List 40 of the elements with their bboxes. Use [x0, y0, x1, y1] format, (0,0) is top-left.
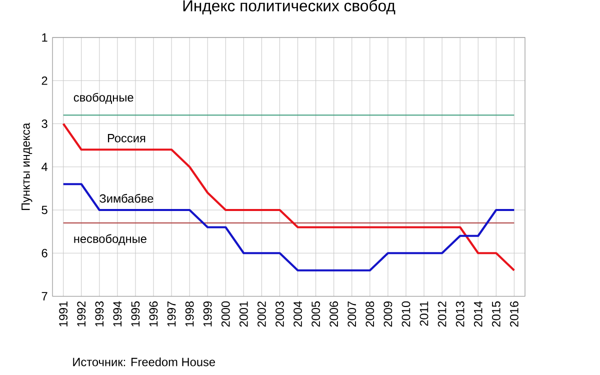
ref-line-label: свободные [74, 92, 134, 104]
x-tick-label: 2006 [330, 301, 338, 327]
y-tick-label: 1 [42, 33, 48, 42]
x-tick-label: 1995 [131, 301, 140, 326]
x-tick-label: 1993 [95, 301, 104, 326]
x-tick-label: 1992 [77, 302, 86, 326]
y-tick-label: 3 [42, 120, 48, 128]
x-tick-label: 2010 [402, 301, 410, 327]
y-tick-label: 4 [42, 162, 48, 171]
x-tick-label: 1991 [59, 301, 68, 326]
x-tick-label: 2007 [348, 302, 356, 327]
x-tick-label: 2005 [312, 301, 320, 327]
x-tick-label: 2016 [510, 301, 518, 327]
x-tick-label: 2012 [438, 302, 446, 327]
chart-title: Индекс политических свобод [183, 0, 396, 14]
ref-line-label: несвободные [74, 234, 146, 246]
x-tick-label: 1998 [185, 301, 194, 326]
x-tick-label: 1996 [149, 301, 158, 326]
x-tick-label: 2009 [384, 301, 392, 327]
x-tick-label: 2004 [294, 301, 302, 327]
y-tick-label: 7 [42, 292, 48, 300]
x-tick-label: 1994 [113, 301, 122, 326]
x-tick-label: 1997 [167, 302, 176, 326]
x-tick-label: 2003 [276, 301, 284, 327]
x-tick-label: 2002 [258, 302, 266, 327]
x-tick-label: 2000 [221, 301, 230, 327]
x-tick-label: 2013 [456, 301, 464, 327]
x-tick-label: 2001 [239, 301, 248, 327]
x-tick-label: 2014 [474, 301, 482, 327]
y-axis-title: Пункты индекса [22, 122, 32, 210]
x-tick-label: 2015 [492, 301, 500, 327]
y-tick-label: 6 [42, 248, 48, 258]
text: Источник: Freedom House [73, 358, 216, 366]
series-label: Зимбабве [100, 194, 154, 203]
x-tick-label: 2011 [420, 301, 428, 326]
x-tick-label: 2008 [366, 301, 374, 327]
y-tick-label: 5 [42, 206, 48, 214]
series-label: Россия [108, 134, 146, 142]
y-tick-label: 2 [42, 76, 48, 85]
x-tick-label: 1999 [203, 301, 212, 326]
